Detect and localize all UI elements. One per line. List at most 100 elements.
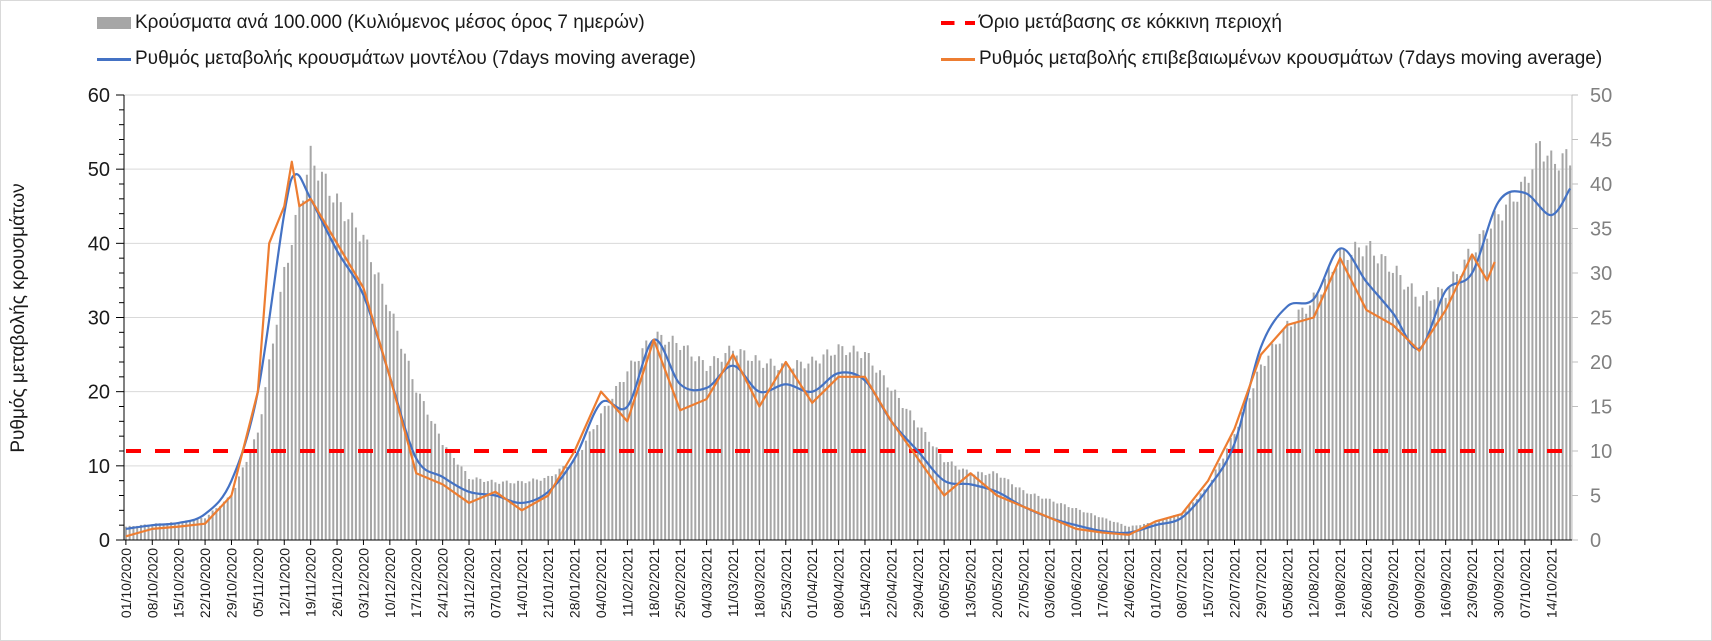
x-tick-label: 29/07/2021 bbox=[1253, 548, 1269, 618]
bar bbox=[143, 524, 146, 540]
bar bbox=[1135, 525, 1138, 540]
bar bbox=[584, 440, 587, 540]
bar bbox=[1437, 287, 1440, 540]
bar bbox=[1248, 398, 1251, 540]
bar bbox=[1346, 260, 1349, 540]
bar bbox=[1301, 307, 1304, 540]
x-tick-label: 04/02/2021 bbox=[593, 548, 609, 618]
bar bbox=[550, 476, 553, 540]
bar bbox=[354, 227, 357, 541]
bar bbox=[475, 477, 478, 540]
bar bbox=[1014, 487, 1017, 540]
bar bbox=[1037, 495, 1040, 540]
bar bbox=[1044, 498, 1047, 540]
bar bbox=[219, 506, 222, 540]
x-tick-label: 15/07/2021 bbox=[1200, 548, 1216, 618]
bar bbox=[222, 501, 225, 540]
bar bbox=[1048, 498, 1051, 540]
x-tick-label: 23/09/2021 bbox=[1464, 548, 1480, 618]
bar bbox=[1565, 149, 1568, 540]
bar bbox=[1569, 165, 1572, 540]
bar bbox=[886, 387, 889, 540]
bar bbox=[863, 352, 866, 540]
bar bbox=[600, 413, 603, 540]
bar bbox=[705, 370, 708, 540]
bar bbox=[1229, 437, 1232, 540]
bar bbox=[498, 483, 501, 540]
bar bbox=[396, 330, 399, 540]
bar bbox=[1293, 323, 1296, 540]
bar bbox=[279, 291, 282, 540]
y-tick-label-right: 40 bbox=[1590, 174, 1612, 196]
bar bbox=[415, 392, 418, 540]
bar bbox=[1052, 501, 1055, 540]
bar bbox=[1531, 169, 1534, 540]
bar bbox=[479, 478, 482, 540]
bar bbox=[317, 180, 320, 540]
bar bbox=[618, 381, 621, 540]
bar bbox=[1339, 249, 1342, 540]
bar bbox=[803, 368, 806, 540]
bar bbox=[758, 360, 761, 540]
bar bbox=[954, 465, 957, 540]
bar bbox=[1188, 504, 1191, 540]
bar bbox=[698, 356, 701, 540]
bar bbox=[309, 145, 312, 541]
bar bbox=[1410, 283, 1413, 540]
bar bbox=[1195, 499, 1198, 540]
bar bbox=[1554, 163, 1557, 541]
bar bbox=[781, 363, 784, 540]
bar bbox=[750, 361, 753, 540]
bar bbox=[664, 344, 667, 540]
bar bbox=[1482, 230, 1485, 540]
bar bbox=[566, 466, 569, 540]
x-tick-label: 07/01/2021 bbox=[487, 548, 503, 618]
x-tick-label: 01/07/2021 bbox=[1147, 548, 1163, 618]
y-tick-label-right: 35 bbox=[1590, 219, 1612, 241]
bar bbox=[192, 520, 195, 540]
bar bbox=[735, 355, 738, 540]
x-tick-label: 25/03/2021 bbox=[778, 548, 794, 618]
bar bbox=[1369, 240, 1372, 540]
bar bbox=[731, 350, 734, 540]
bar bbox=[871, 365, 874, 540]
x-tick-label: 24/12/2020 bbox=[435, 548, 451, 618]
bar bbox=[517, 480, 520, 540]
bar bbox=[1414, 296, 1417, 540]
bar bbox=[969, 474, 972, 540]
bar bbox=[822, 354, 825, 540]
legend-label: Ρυθμός μεταβολής κρουσμάτων μοντέλου (7d… bbox=[135, 48, 696, 69]
x-tick-label: 11/02/2021 bbox=[619, 548, 635, 617]
bar bbox=[305, 174, 308, 541]
bar bbox=[1241, 412, 1244, 540]
bar bbox=[226, 497, 229, 540]
bar bbox=[995, 473, 998, 540]
bar bbox=[743, 350, 746, 540]
bar bbox=[147, 524, 150, 540]
bar bbox=[622, 382, 625, 540]
bar bbox=[633, 361, 636, 540]
bar bbox=[490, 479, 493, 540]
bar bbox=[1561, 153, 1564, 540]
bar bbox=[1184, 509, 1187, 540]
bar bbox=[652, 339, 655, 540]
bar bbox=[626, 371, 629, 540]
bar bbox=[962, 468, 965, 540]
bar bbox=[875, 372, 878, 540]
bar bbox=[1538, 141, 1541, 540]
x-tick-label: 22/07/2021 bbox=[1227, 548, 1243, 618]
bar bbox=[1305, 313, 1308, 540]
bar bbox=[1403, 289, 1406, 540]
y-tick-label-right: 10 bbox=[1590, 441, 1612, 463]
bar bbox=[283, 266, 286, 540]
bar bbox=[1478, 233, 1481, 540]
bar bbox=[592, 429, 595, 540]
bar bbox=[1501, 220, 1504, 540]
bar bbox=[1357, 247, 1360, 540]
bar bbox=[1154, 522, 1157, 540]
bar bbox=[848, 352, 851, 540]
bar bbox=[667, 341, 670, 540]
bar bbox=[200, 518, 203, 540]
bar bbox=[1026, 493, 1029, 540]
bar bbox=[494, 482, 497, 540]
